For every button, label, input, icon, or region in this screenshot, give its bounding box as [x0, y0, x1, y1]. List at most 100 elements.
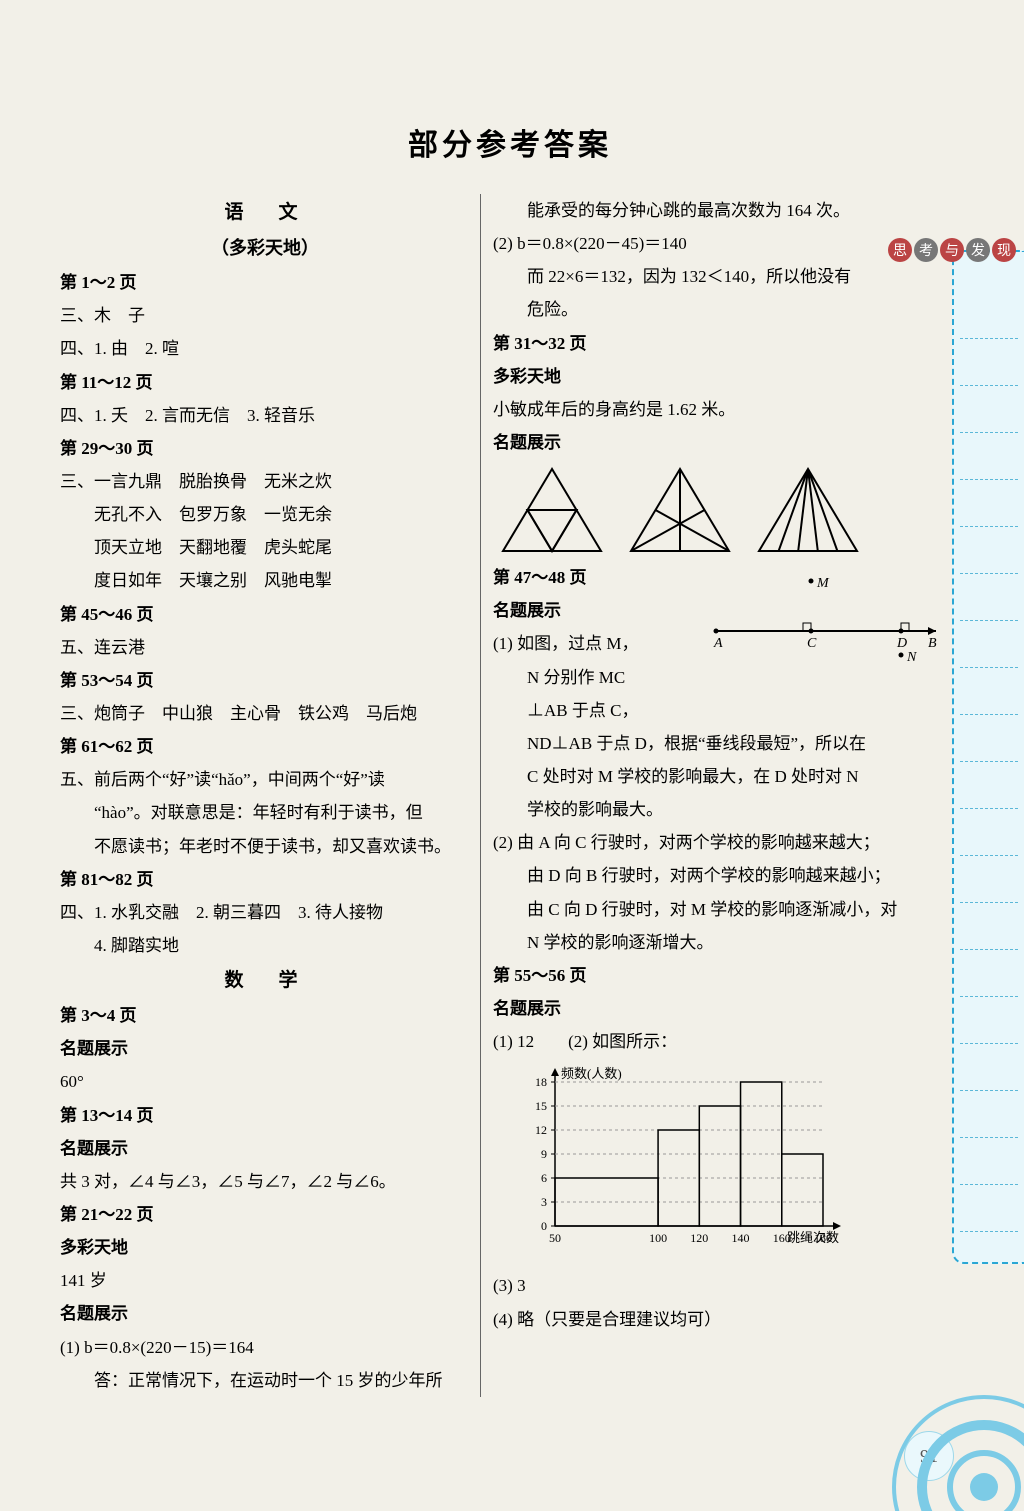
text-line: 第 3～4 页	[60, 999, 470, 1032]
notes-sidebar	[952, 250, 1024, 1264]
sidebar-rule	[960, 433, 1018, 480]
text-line: 无孔不入 包罗万象 一览无余	[60, 498, 470, 531]
page-title: 部分参考答案	[60, 120, 960, 164]
page-content: 部分参考答案 语 文 （多彩天地） 第 1～2 页三、木 子四、1. 由 2. …	[60, 120, 960, 1397]
text-line: (1) b＝0.8×(220－15)＝164	[60, 1331, 470, 1364]
text-line: C 处时对 M 学校的影响最大，在 D 处时对 N	[493, 760, 903, 793]
text-line: 由 D 向 B 行驶时，对两个学校的影响越来越小；	[493, 859, 903, 892]
text-line: 名题展示	[60, 1132, 470, 1165]
sidebar-tabs: 思考与发现	[888, 238, 1016, 262]
text-line: 第 55～56 页	[493, 959, 903, 992]
svg-text:D: D	[896, 636, 907, 651]
svg-text:N: N	[906, 650, 917, 663]
geometry-figure: A C D B M N	[696, 573, 946, 668]
corner-ornament	[884, 1391, 1024, 1511]
text-line: 三、炮筒子 中山狼 主心骨 铁公鸡 马后炮	[60, 697, 470, 730]
text-line: (1) 12 (2) 如图所示：	[493, 1025, 903, 1058]
sidebar-rule	[960, 386, 1018, 433]
text-line: 第 53～54 页	[60, 664, 470, 697]
text-line: 四、1. 由 2. 喧	[60, 332, 470, 365]
math-answers-left: 第 3～4 页名题展示60°第 13～14 页名题展示共 3 对，∠4 与∠3，…	[60, 999, 470, 1397]
sidebar-rule	[960, 997, 1018, 1044]
histogram-figure: 036912151850100120140160180频数(人数)跳绳次数	[513, 1064, 903, 1265]
text-line: 60°	[60, 1065, 470, 1098]
svg-text:9: 9	[541, 1147, 547, 1161]
sidebar-rule	[960, 950, 1018, 997]
svg-text:18: 18	[535, 1075, 547, 1089]
text-line: 三、木 子	[60, 299, 470, 332]
sidebar-rule	[960, 668, 1018, 715]
text-line: 能承受的每分钟心跳的最高次数为 164 次。	[493, 194, 903, 227]
text-line: 第 81～82 页	[60, 863, 470, 896]
sidebar-rule	[960, 715, 1018, 762]
text-line: 顶天立地 天翻地覆 虎头蛇尾	[60, 531, 470, 564]
sidebar-rule	[960, 1138, 1018, 1185]
text-line: N 学校的影响逐渐增大。	[493, 926, 903, 959]
text-line: 不愿读书；年老时不便于读书，却又喜欢读书。	[60, 830, 470, 863]
text-line: 由 C 向 D 行驶时，对 M 学校的影响逐渐减小，对	[493, 893, 903, 926]
svg-text:跳绳次数: 跳绳次数	[787, 1230, 839, 1245]
text-line: 小敏成年后的身高约是 1.62 米。	[493, 393, 903, 426]
sidebar-tab: 与	[940, 238, 964, 262]
text-line: 名题展示	[60, 1032, 470, 1065]
svg-text:100: 100	[649, 1231, 667, 1245]
sidebar-rule	[960, 1044, 1018, 1091]
text-line: (2) 由 A 向 C 行驶时，对两个学校的影响越来越大；	[493, 826, 903, 859]
text-line: 第 29～30 页	[60, 432, 470, 465]
svg-text:频数(人数): 频数(人数)	[561, 1066, 622, 1081]
text-line: 第 1～2 页	[60, 266, 470, 299]
chinese-answers: 第 1～2 页三、木 子四、1. 由 2. 喧第 11～12 页四、1. 夭 2…	[60, 266, 470, 962]
sidebar-rule	[960, 480, 1018, 527]
sidebar-tab: 发	[966, 238, 990, 262]
svg-text:0: 0	[541, 1219, 547, 1233]
text-line: 第 31～32 页	[493, 327, 903, 360]
sidebar-lines	[960, 292, 1018, 1252]
subject-heading-math: 数 学	[60, 962, 470, 999]
svg-text:50: 50	[549, 1231, 561, 1245]
right-column: 能承受的每分钟心跳的最高次数为 164 次。(2) b＝0.8×(220－45)…	[480, 194, 903, 1397]
svg-text:12: 12	[535, 1123, 547, 1137]
text-line: 四、1. 水乳交融 2. 朝三暮四 3. 待人接物	[60, 896, 470, 929]
text-line: 学校的影响最大。	[493, 793, 903, 826]
svg-text:120: 120	[690, 1231, 708, 1245]
sidebar-rule	[960, 292, 1018, 339]
text-line: (3) 3	[493, 1269, 903, 1302]
text-line: 多彩天地	[60, 1231, 470, 1264]
text-line: 危险。	[493, 293, 903, 326]
text-line: 度日如年 天壤之别 风驰电掣	[60, 564, 470, 597]
text-line: 名题展示	[493, 426, 903, 459]
sidebar-rule	[960, 856, 1018, 903]
sidebar-rule	[960, 762, 1018, 809]
svg-text:A: A	[713, 636, 723, 651]
svg-text:15: 15	[535, 1099, 547, 1113]
svg-text:B: B	[928, 636, 937, 651]
text-line: 4. 脚踏实地	[60, 929, 470, 962]
text-line: 名题展示	[493, 992, 903, 1025]
sidebar-tab: 现	[992, 238, 1016, 262]
right-block-1: 能承受的每分钟心跳的最高次数为 164 次。(2) b＝0.8×(220－45)…	[493, 194, 903, 459]
left-column: 语 文 （多彩天地） 第 1～2 页三、木 子四、1. 由 2. 喧第 11～1…	[60, 194, 480, 1397]
text-line: (2) b＝0.8×(220－45)＝140	[493, 227, 903, 260]
two-columns: 语 文 （多彩天地） 第 1～2 页三、木 子四、1. 由 2. 喧第 11～1…	[60, 194, 960, 1397]
text-line: 共 3 对，∠4 与∠3，∠5 与∠7，∠2 与∠6。	[60, 1165, 470, 1198]
sidebar-rule	[960, 1091, 1018, 1138]
sidebar-rule	[960, 574, 1018, 621]
text-line: 第 11～12 页	[60, 366, 470, 399]
svg-text:3: 3	[541, 1195, 547, 1209]
right-block-3: (3) 3(4) 略（只要是合理建议均可）	[493, 1269, 903, 1335]
text-line: 而 22×6＝132，因为 132＜140，所以他没有	[493, 260, 903, 293]
svg-text:6: 6	[541, 1171, 547, 1185]
text-line: 第 21～22 页	[60, 1198, 470, 1231]
sidebar-rule	[960, 527, 1018, 574]
sidebar-rule	[960, 339, 1018, 386]
subject-subtitle: （多彩天地）	[60, 231, 470, 266]
sidebar-rule	[960, 1185, 1018, 1232]
text-line: 五、连云港	[60, 631, 470, 664]
text-line: 名题展示	[60, 1297, 470, 1330]
text-line: 四、1. 夭 2. 言而无信 3. 轻音乐	[60, 399, 470, 432]
svg-text:M: M	[816, 576, 830, 591]
svg-text:140: 140	[732, 1231, 750, 1245]
sidebar-rule	[960, 809, 1018, 856]
sidebar-rule	[960, 903, 1018, 950]
text-line: 三、一言九鼎 脱胎换骨 无米之炊	[60, 465, 470, 498]
